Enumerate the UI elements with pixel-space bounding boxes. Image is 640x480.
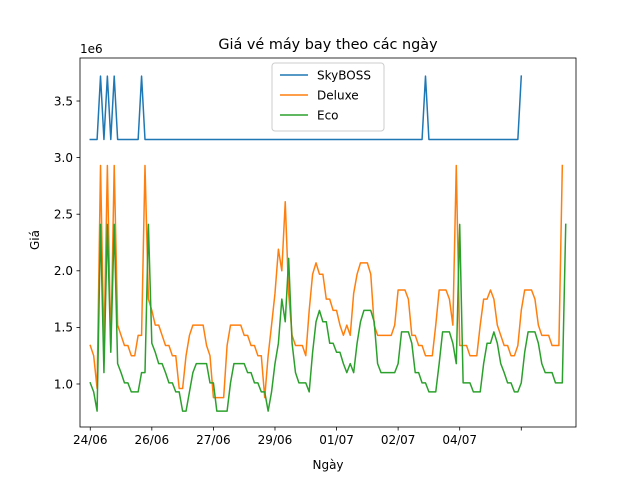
x-tick-label: 01/07 [319, 433, 354, 447]
y-tick-label: 3.5 [54, 94, 73, 108]
legend: SkyBOSS Deluxe Eco [271, 62, 385, 132]
y-tick-label: 1.0 [54, 377, 73, 391]
legend-box [271, 62, 385, 132]
y-tick-label: 2.5 [54, 208, 73, 222]
y-tick-label: 1.5 [54, 321, 73, 335]
series-line-skyboss [89, 75, 523, 141]
y-tick-label: 2.0 [54, 264, 73, 278]
legend-label-eco: Eco [317, 108, 339, 122]
legend-label-skyboss: SkyBOSS [317, 68, 371, 82]
x-tick-label: 26/06 [135, 433, 170, 447]
legend-label-deluxe: Deluxe [317, 88, 359, 102]
x-tick-label: 04/07 [442, 433, 477, 447]
x-axis-label: Ngày [312, 458, 343, 472]
x-tick-label: 24/06 [73, 433, 108, 447]
series-line-deluxe [89, 164, 564, 399]
x-tick-label: 29/06 [258, 433, 293, 447]
x-tick-label: 27/06 [196, 433, 231, 447]
y-scale-label: 1e6 [80, 42, 103, 56]
axes-frame [79, 57, 577, 428]
chart-title: Giá vé máy bay theo các ngày [218, 37, 438, 53]
y-axis-label: Giá [28, 230, 42, 250]
series-line-eco [89, 223, 567, 412]
plot-area: 1.0 1.5 2.0 2.5 3.0 3.5 24/06 26/06 27/06 29/06 01… [54, 57, 577, 447]
y-tick-label: 3.0 [54, 151, 73, 165]
x-tick-label: 02/07 [381, 433, 416, 447]
